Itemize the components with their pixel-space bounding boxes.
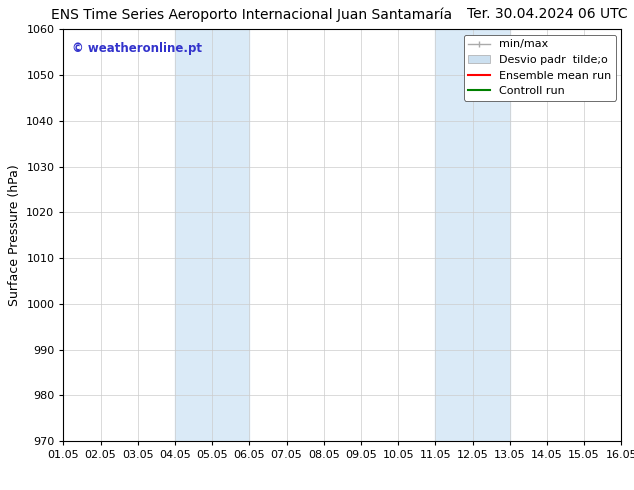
Y-axis label: Surface Pressure (hPa): Surface Pressure (hPa) bbox=[8, 164, 21, 306]
Bar bbox=[436, 29, 510, 441]
Text: Ter. 30.04.2024 06 UTC: Ter. 30.04.2024 06 UTC bbox=[467, 7, 628, 22]
Text: © weatheronline.pt: © weatheronline.pt bbox=[72, 42, 202, 55]
Text: ENS Time Series Aeroporto Internacional Juan Santamaría: ENS Time Series Aeroporto Internacional … bbox=[51, 7, 452, 22]
Bar bbox=[175, 29, 249, 441]
Legend: min/max, Desvio padr  tilde;o, Ensemble mean run, Controll run: min/max, Desvio padr tilde;o, Ensemble m… bbox=[463, 35, 616, 100]
